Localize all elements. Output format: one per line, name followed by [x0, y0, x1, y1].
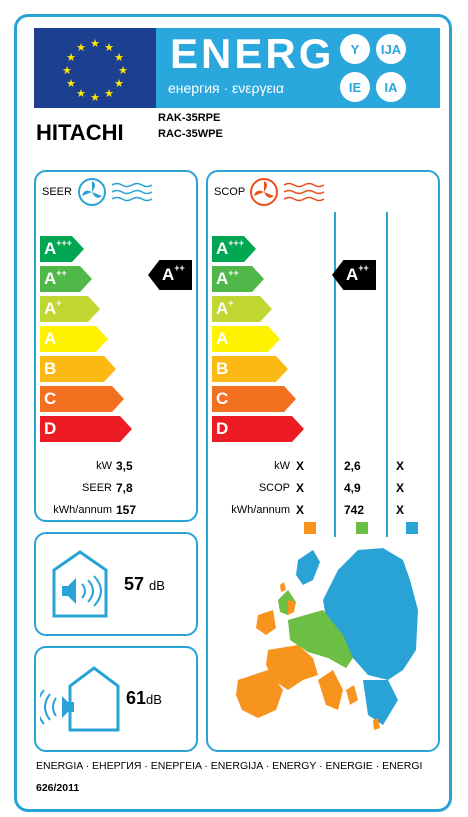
cooling-fan-icon	[76, 176, 156, 213]
svg-text:★: ★	[66, 78, 76, 90]
seer-class-arrow: A	[40, 326, 108, 352]
scop-average-value: 2,6	[344, 459, 361, 473]
svg-text:★: ★	[104, 42, 114, 54]
lang-badge: IJA	[376, 34, 406, 64]
svg-text:★: ★	[104, 88, 114, 100]
scop-class-arrow: A	[212, 326, 280, 352]
seer-class-arrow: A+++	[40, 236, 84, 262]
seer-title: SEER	[42, 186, 72, 198]
scop-warm-value: X	[296, 503, 305, 517]
seer-kw-value: 3,5	[116, 459, 133, 473]
energy-subtitle: енергия · ενεργεια	[168, 80, 284, 96]
average-zone-swatch	[356, 522, 368, 534]
seer-seer-label: SEER	[82, 482, 112, 494]
cold-zone-swatch	[406, 522, 418, 534]
indoor-noise-panel	[34, 532, 198, 636]
scop-average-value: 4,9	[344, 481, 361, 495]
model-indoor: RAK-35RPE	[158, 112, 221, 124]
svg-text:★: ★	[114, 78, 124, 90]
seer-class-arrow: D	[40, 416, 132, 442]
seer-class-arrow: A++	[40, 266, 92, 292]
outdoor-noise-value: 61dB	[126, 688, 162, 708]
scop-divider	[386, 212, 388, 537]
scop-cold-value: X	[396, 503, 405, 517]
seer-kw-label: kW	[96, 460, 112, 472]
indoor-speaker-icon	[50, 548, 110, 625]
lang-badge: IA	[376, 72, 406, 102]
outdoor-noise-panel	[34, 646, 198, 752]
scop-divider	[334, 212, 336, 537]
scop-class-arrow: C	[212, 386, 296, 412]
seer-class-arrow: B	[40, 356, 116, 382]
lang-badge: IE	[340, 72, 370, 102]
svg-text:★: ★	[76, 88, 86, 100]
seer-seer-value: 7,8	[116, 481, 133, 495]
svg-text:★: ★	[62, 65, 72, 77]
scop-cold-value: X	[396, 481, 405, 495]
energy-title: ENERG	[170, 30, 335, 77]
scop-title: SCOP	[214, 186, 246, 198]
lang-badge: Y	[340, 34, 370, 64]
svg-text:★: ★	[90, 92, 100, 104]
seer-kwh-label: kWh/annum	[53, 504, 112, 516]
svg-text:★: ★	[76, 42, 86, 54]
indoor-noise-value: 57 dB	[124, 574, 165, 594]
warm-zone-swatch	[304, 522, 316, 534]
svg-text:★: ★	[114, 52, 124, 64]
outdoor-speaker-icon	[36, 660, 120, 739]
eu-flag-icon: ★ ★ ★ ★ ★ ★ ★ ★ ★ ★ ★ ★	[34, 28, 156, 108]
scop-class-arrow: D	[212, 416, 304, 442]
seer-class-arrow: C	[40, 386, 124, 412]
scop-cold-value: X	[396, 459, 405, 473]
svg-text:★: ★	[90, 38, 100, 50]
scop-class-arrow: A+	[212, 296, 272, 322]
scop-scop-label: SCOP	[258, 482, 290, 494]
europe-climate-map	[228, 540, 428, 745]
scop-average-value: 742	[344, 503, 365, 517]
footer-languages: ENERGIA · ЕНЕРГИЯ · ΕΝΕΡΓΕΙΑ · ENERGIJA …	[36, 760, 423, 772]
scop-kwh-label: kWh/annum	[231, 504, 290, 516]
regulation-number: 626/2011	[36, 782, 80, 794]
scop-warm-value: X	[296, 481, 305, 495]
model-outdoor: RAC-35WPE	[158, 128, 223, 140]
brand-logo: HITACHI	[36, 120, 124, 145]
svg-text:★: ★	[118, 65, 128, 77]
scop-class-arrow: B	[212, 356, 288, 382]
svg-text:★: ★	[66, 52, 76, 64]
scop-class-arrow: A++	[212, 266, 264, 292]
seer-kwh-value: 157	[116, 503, 137, 517]
seer-class-arrow: A+	[40, 296, 100, 322]
scop-kw-label: kW	[274, 460, 290, 472]
scop-warm-value: X	[296, 459, 305, 473]
heating-fan-icon	[248, 176, 328, 213]
